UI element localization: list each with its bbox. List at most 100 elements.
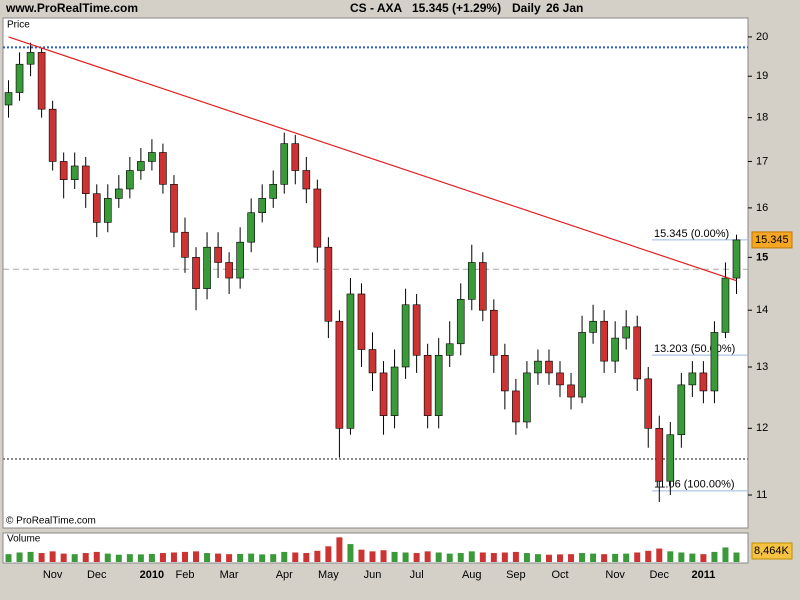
candle-body bbox=[412, 304, 421, 356]
candle-body bbox=[357, 293, 366, 350]
volume-bar bbox=[501, 552, 508, 562]
candle-body bbox=[666, 434, 675, 482]
candle-body bbox=[501, 354, 509, 392]
candle-body bbox=[247, 212, 255, 243]
candle-body bbox=[390, 366, 399, 416]
volume-bar bbox=[226, 554, 233, 562]
site: www.ProRealTime.com bbox=[5, 1, 138, 15]
volume-bar bbox=[115, 554, 122, 562]
candle-body bbox=[622, 326, 630, 339]
y-tick-label: 19 bbox=[756, 70, 768, 82]
volume-bar bbox=[325, 546, 332, 562]
candle-body bbox=[170, 184, 178, 233]
candle-body bbox=[589, 320, 597, 333]
volume-bar bbox=[579, 553, 586, 562]
quote: 15.345 (+1.29%) bbox=[412, 1, 501, 15]
last-volume-label: 8,464K bbox=[754, 545, 790, 557]
x-tick-label: May bbox=[318, 569, 339, 581]
y-tick-label: 18 bbox=[756, 112, 768, 124]
volume-bar bbox=[281, 551, 288, 562]
candle-body bbox=[225, 262, 233, 279]
candle-body bbox=[379, 372, 388, 416]
x-tick-label: Sep bbox=[506, 569, 526, 581]
panel-label: Price bbox=[7, 20, 30, 31]
volume-bar bbox=[347, 544, 354, 562]
candle-body bbox=[401, 304, 410, 368]
volume-bar bbox=[568, 554, 575, 562]
candle-body bbox=[523, 372, 531, 423]
candle-body bbox=[467, 262, 476, 300]
volume-bar bbox=[71, 554, 78, 562]
candle-body bbox=[710, 332, 719, 392]
candle-body bbox=[490, 309, 498, 356]
x-tick-label: Apr bbox=[276, 569, 293, 581]
x-tick-label: Dec bbox=[87, 569, 107, 581]
volume-bar bbox=[435, 552, 442, 562]
volume-bar bbox=[159, 553, 166, 562]
fib-label: 15.345 (0.00%) bbox=[654, 228, 729, 240]
candle-body bbox=[92, 193, 101, 223]
candle-body bbox=[302, 170, 311, 190]
volume-bar bbox=[534, 554, 541, 562]
volume-bar bbox=[512, 551, 519, 562]
candle-body bbox=[688, 372, 697, 386]
last-volume-box bbox=[751, 542, 793, 560]
candle-body bbox=[732, 239, 741, 279]
candle-body bbox=[346, 293, 355, 429]
volume-bar bbox=[336, 537, 343, 562]
volume-bar bbox=[601, 554, 608, 562]
candle-body bbox=[59, 161, 68, 180]
volume-bar bbox=[523, 553, 530, 562]
candle-body bbox=[456, 299, 465, 345]
volume-bar bbox=[645, 550, 652, 562]
candle-body bbox=[203, 246, 211, 289]
candle-body bbox=[644, 378, 653, 429]
copyright: © ProRealTime.com bbox=[6, 516, 96, 527]
volume-bar bbox=[270, 554, 277, 562]
candle-body bbox=[611, 337, 619, 362]
volume-bar bbox=[402, 552, 409, 562]
candle-body bbox=[600, 320, 608, 362]
volume-bar bbox=[612, 553, 619, 562]
candle-body bbox=[48, 108, 57, 162]
volume-bar bbox=[314, 550, 321, 562]
volume-bar bbox=[82, 553, 89, 562]
volume-bar bbox=[248, 553, 255, 562]
date: 26 Jan bbox=[546, 1, 583, 15]
volume-bar bbox=[700, 554, 707, 562]
candle-body bbox=[512, 390, 520, 423]
volume-bar bbox=[193, 551, 200, 562]
volume-bar bbox=[170, 552, 177, 562]
volume-bar bbox=[446, 553, 453, 562]
x-tick-label: Oct bbox=[551, 569, 568, 581]
x-tick-label: Aug bbox=[462, 569, 482, 581]
y-tick-label: 14 bbox=[756, 304, 768, 316]
candle-body bbox=[335, 320, 344, 429]
candle-body bbox=[258, 198, 267, 214]
fib-label: 11.06 (100.00%) bbox=[654, 479, 735, 491]
symbol: CS - AXA bbox=[350, 1, 403, 15]
last-price-box bbox=[751, 231, 793, 249]
volume-bar bbox=[148, 553, 155, 562]
candle-body bbox=[148, 152, 156, 162]
volume-bar bbox=[16, 552, 23, 562]
x-tick-label: Jul bbox=[410, 569, 424, 581]
volume-bar bbox=[358, 549, 365, 562]
y-tick-label: 13 bbox=[756, 361, 768, 373]
candle-body bbox=[313, 188, 322, 248]
y-tick-label: 12 bbox=[756, 422, 768, 434]
candle-body bbox=[699, 372, 708, 392]
volume-bar bbox=[413, 553, 420, 562]
volume-bar bbox=[380, 550, 387, 562]
candle-body bbox=[81, 165, 90, 194]
volume-bar bbox=[545, 554, 552, 562]
candle-body bbox=[214, 246, 222, 263]
candle-body bbox=[291, 143, 300, 171]
candle-body bbox=[181, 231, 189, 258]
candle-body bbox=[567, 384, 575, 398]
candle-body bbox=[137, 161, 145, 171]
volume-bar bbox=[181, 551, 188, 562]
volume-bar bbox=[557, 554, 564, 562]
volume-bar bbox=[623, 553, 630, 562]
volume-bar bbox=[137, 554, 144, 562]
